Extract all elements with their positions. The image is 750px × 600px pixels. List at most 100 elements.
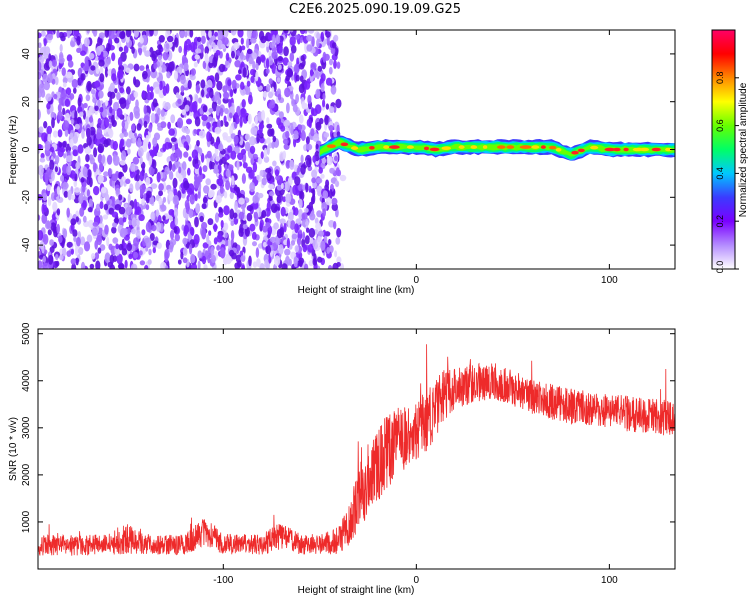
noise-blob: [235, 74, 242, 80]
noise-blob: [59, 255, 64, 260]
noise-blob: [322, 93, 325, 100]
noise-blob: [75, 162, 80, 170]
noise-blob: [273, 222, 279, 229]
noise-blob: [181, 85, 185, 92]
noise-blob: [138, 48, 143, 54]
noise-blob: [234, 60, 240, 67]
noise-blob: [305, 221, 309, 226]
noise-blob: [251, 127, 258, 135]
band-peak: [369, 146, 375, 150]
noise-blob: [80, 73, 85, 81]
noise-blob: [125, 179, 130, 185]
noise-blob: [337, 61, 341, 68]
noise-blob: [246, 38, 249, 48]
noise-blob: [66, 250, 71, 257]
noise-blob: [316, 39, 320, 48]
snr-ytick-label: 2000: [21, 463, 32, 486]
noise-blob: [278, 94, 281, 101]
noise-blob: [320, 174, 324, 179]
band-peak: [623, 148, 628, 152]
noise-blob: [105, 252, 111, 263]
noise-blob: [62, 247, 66, 256]
spectrogram-ytick-label: -40: [21, 237, 32, 252]
noise-blob: [322, 208, 326, 217]
noise-blob: [46, 103, 50, 110]
noise-blob: [216, 105, 220, 116]
noise-blob: [45, 141, 51, 151]
noise-blob: [81, 177, 85, 183]
noise-blob: [119, 207, 126, 215]
noise-blob: [241, 38, 244, 45]
noise-blob: [48, 229, 52, 235]
noise-blob: [105, 193, 109, 201]
noise-blob: [98, 247, 102, 253]
noise-blob: [139, 65, 144, 71]
noise-blob: [237, 245, 241, 252]
noise-blob: [250, 38, 256, 44]
band-peak: [531, 145, 539, 149]
noise-blob: [240, 116, 243, 127]
noise-blob: [173, 195, 179, 205]
noise-blob: [267, 145, 270, 155]
noise-blob: [144, 121, 148, 128]
noise-blob: [208, 191, 213, 198]
noise-blob: [304, 264, 308, 272]
noise-blob: [188, 156, 192, 161]
noise-blob: [224, 108, 229, 114]
noise-blob: [120, 179, 123, 187]
noise-blob: [184, 31, 187, 37]
noise-blob: [226, 170, 231, 178]
noise-blob: [167, 122, 171, 129]
noise-blob: [150, 150, 156, 157]
noise-blob: [140, 260, 145, 265]
band-peak: [571, 151, 578, 155]
noise-blob: [233, 213, 238, 219]
noise-blob: [216, 50, 221, 56]
noise-blob: [169, 244, 174, 253]
noise-blob: [207, 116, 213, 121]
colorbar-tick-label: 0.8: [715, 72, 725, 85]
noise-blob: [64, 191, 69, 198]
noise-blob: [55, 254, 58, 260]
noise-blob: [63, 228, 67, 238]
noise-blob: [168, 62, 174, 72]
noise-blob: [140, 171, 145, 182]
noise-blob: [103, 214, 108, 219]
noise-blob: [258, 193, 264, 198]
noise-blob: [269, 191, 274, 196]
noise-blob: [105, 100, 108, 106]
noise-blob: [150, 212, 155, 222]
noise-blob: [156, 222, 161, 232]
noise-blob: [190, 227, 195, 236]
noise-blob: [260, 170, 264, 176]
noise-blob: [181, 188, 185, 194]
band-peak: [327, 144, 336, 148]
noise-blob: [121, 150, 126, 161]
band-peak: [652, 148, 661, 152]
noise-blob: [319, 118, 323, 124]
noise-blob: [171, 137, 177, 142]
noise-blob: [53, 94, 57, 99]
noise-blob: [159, 81, 163, 91]
noise-blob: [215, 72, 220, 82]
noise-blob: [111, 115, 115, 125]
noise-blob: [43, 193, 48, 201]
colorbar-tick-label: 0.2: [715, 215, 725, 228]
noise-blob: [215, 195, 222, 203]
noise-blob: [93, 162, 97, 172]
noise-blob: [93, 222, 99, 227]
noise-blob: [270, 237, 277, 243]
band-peak: [541, 145, 546, 149]
noise-blob: [96, 68, 100, 74]
noise-blob: [206, 122, 210, 129]
noise-blob: [156, 209, 160, 217]
noise-blob: [208, 29, 212, 38]
noise-blob: [173, 227, 177, 234]
noise-blob: [48, 255, 53, 265]
noise-blob: [42, 256, 46, 263]
noise-blob: [51, 171, 55, 181]
noise-blob: [309, 121, 312, 129]
noise-blob: [266, 84, 270, 93]
noise-blob: [283, 139, 289, 145]
